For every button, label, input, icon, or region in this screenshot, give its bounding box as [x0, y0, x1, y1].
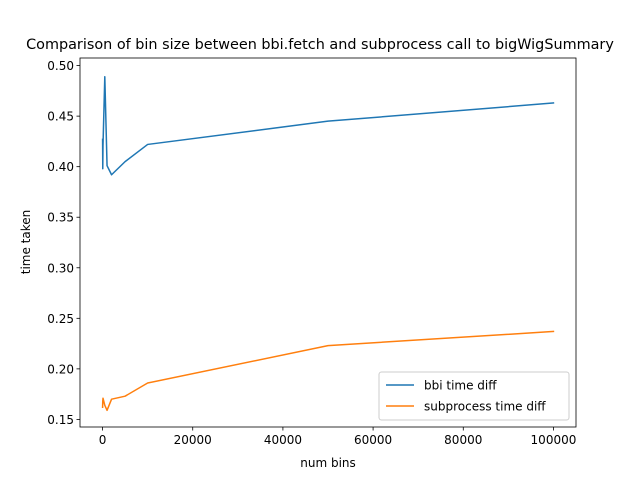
x-tick-label: 60000: [354, 433, 392, 447]
plot-frame: [79, 57, 577, 428]
x-axis-label: num bins: [300, 456, 356, 470]
y-axis-label: time taken: [19, 210, 33, 275]
x-tick-label: 100000: [531, 433, 577, 447]
plot-area: [79, 57, 577, 428]
x-tick-label: 40000: [264, 433, 302, 447]
series-line-2: [101, 330, 555, 412]
legend-box: [378, 371, 570, 421]
y-tick-label: 0.25: [47, 312, 74, 326]
y-tick-label: 0.30: [47, 261, 74, 275]
y-tick-label: 0.35: [47, 211, 74, 225]
series-line-1: [101, 75, 555, 176]
y-axis: 0.15 0.20 0.25 0.30 0.35 0.40 0.45 0.50: [47, 59, 80, 427]
y-tick-label: 0.50: [47, 59, 74, 73]
x-axis: 0 20000 40000 60000 80000 100000: [99, 427, 577, 447]
legend-label: bbi time diff: [424, 379, 497, 393]
legend: bbi time diff subprocess time diff: [378, 371, 570, 421]
y-tick-label: 0.20: [47, 362, 74, 376]
y-tick-label: 0.45: [47, 110, 74, 124]
y-tick-label: 0.15: [47, 413, 74, 427]
chart-title: Comparison of bin size between bbi.fetch…: [26, 37, 614, 53]
legend-label: subprocess time diff: [424, 400, 546, 414]
series-layer: [101, 75, 555, 412]
x-tick-label: 80000: [444, 433, 482, 447]
x-tick-label: 20000: [174, 433, 212, 447]
x-tick-label: 0: [99, 433, 107, 447]
y-tick-label: 0.40: [47, 160, 74, 174]
